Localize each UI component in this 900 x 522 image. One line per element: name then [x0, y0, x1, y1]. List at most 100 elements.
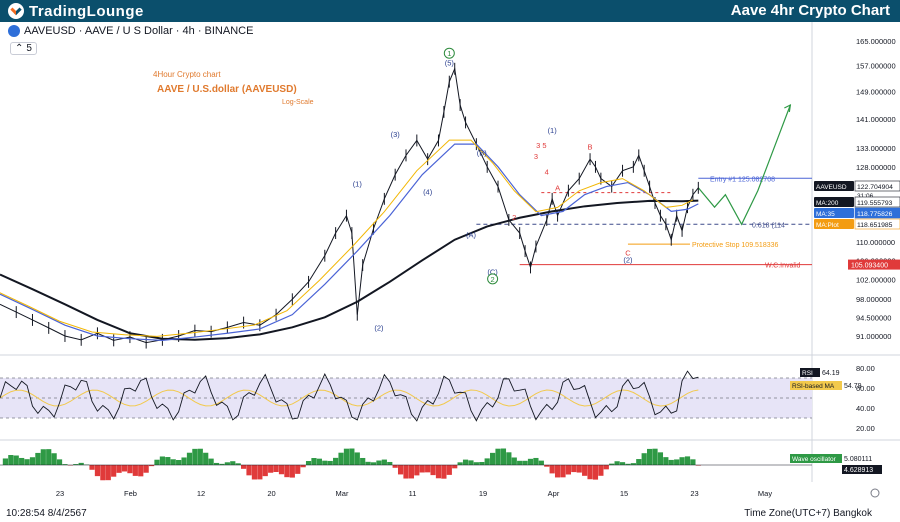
rsi-ma-tag-value: 54.79 [844, 383, 862, 390]
oscillator-bar [62, 464, 68, 465]
annotation-line1: 4Hour Crypto chart [153, 70, 221, 79]
oscillator-bar [78, 462, 84, 465]
wave-label: 4 [545, 168, 549, 177]
price-tick-label: 133.000000 [856, 144, 896, 153]
oscillator-bar [652, 448, 658, 465]
wave-label: (C) [487, 268, 498, 277]
oscillator-bar [387, 461, 393, 465]
price-tag-value-bg [854, 218, 900, 230]
oscillator-bar [230, 461, 236, 465]
oscillator-bar [414, 465, 420, 476]
wave-label-circle [487, 273, 499, 285]
oscillator-bar [213, 462, 220, 465]
oscillator-bar [268, 465, 274, 473]
oscillator-bar [560, 465, 566, 478]
oscillator-bar [203, 452, 209, 465]
annotation-line2: AAVE / U.S.dollar (AAVEUSD) [157, 84, 297, 95]
osc-tag-label: Wave oscillator [792, 456, 837, 463]
wave-label: 2 [512, 213, 516, 222]
wave-labels: 1(5)(3)(1)(4)(2)(B)(A)(C)2(1)343 5 B2C(2)… [353, 47, 633, 333]
oscillator-pane: Wave oscillator 5.080111 4.628913 [0, 448, 882, 481]
oscillator-bar [181, 457, 187, 465]
oscillator-bar [549, 465, 555, 474]
rsi-pane: 80.00 60.00 40.00 20.00 RSI 64.19 RSI-based MA… [0, 364, 875, 433]
oscillator-bar [641, 453, 647, 465]
price-tag-name: MA:35 [816, 211, 835, 218]
oscillator-bar [408, 465, 415, 479]
oscillator-bar [479, 461, 485, 465]
oscillator-bar [197, 448, 203, 465]
time-tick-label: May [758, 489, 772, 498]
wave-label: (4) [423, 188, 433, 197]
indicator-toggle[interactable]: ⌃ 5 [10, 42, 37, 55]
oscillator-bar [159, 456, 165, 465]
rsi-ma-line [0, 389, 699, 407]
oscillator-bar [19, 457, 25, 465]
time-tick-label: Mar [336, 489, 349, 498]
oscillator-bar [392, 465, 398, 468]
oscillator-bar [100, 465, 106, 481]
price-tick-label: 128.000000 [856, 163, 896, 172]
oscillator-bar [343, 448, 350, 465]
oscillator-bar [527, 458, 534, 465]
timezone[interactable]: Time Zone(UTC+7) Bangkok [744, 508, 872, 519]
price-tick-label: 91.000000 [856, 332, 891, 341]
time-tick-label: 23 [56, 489, 64, 498]
wave-label: (3) [391, 130, 401, 139]
oscillator-bar [490, 452, 496, 465]
osc-tag-bg [790, 454, 842, 463]
oscillator-bar [495, 448, 501, 465]
wave-label: C [625, 249, 631, 258]
wave-label: 2 [491, 275, 495, 284]
oscillator-bar [435, 465, 442, 479]
oscillator-bar [376, 460, 382, 465]
oscillator-bar [29, 457, 36, 465]
oscillator-bar [598, 465, 604, 476]
price-tag-name: MA:200 [816, 200, 839, 207]
oscillator-bar [316, 458, 322, 465]
oscillator-bar [609, 463, 615, 465]
price-series [0, 62, 699, 349]
oscillator-bar [224, 462, 230, 465]
oscillator-bar [554, 465, 561, 478]
oscillator-bar [576, 465, 582, 473]
oscillator-bar [690, 459, 696, 465]
chart-canvas[interactable]: 4Hour Crypto chart AAVE / U.S.dollar (AA… [0, 22, 900, 500]
price-tag-value-bg [854, 196, 900, 208]
oscillator-bar [403, 465, 409, 479]
oscillator-bar [111, 465, 117, 477]
oscillator-bar [354, 452, 360, 465]
oscillator-bar [300, 465, 306, 468]
oscillator-bar [305, 461, 312, 465]
oscillator-bar [441, 465, 447, 479]
osc-tag2-bg [842, 465, 882, 474]
osc-value1: 5.080111 [844, 456, 872, 463]
rsi-tag-label: RSI [802, 370, 813, 377]
symbol-info[interactable]: AAVEUSD · AAVE / U S Dollar · 4h · BINAN… [8, 25, 253, 37]
oscillator-bar [56, 459, 63, 465]
oscillator-bar [262, 465, 268, 477]
price-tag-value: 122.704904 [857, 184, 893, 191]
projection-arrow-icon [784, 103, 792, 113]
time-tick-label: 19 [479, 489, 487, 498]
oscillator-bar [657, 452, 664, 465]
oscillator-bar [446, 465, 452, 475]
price-tag-name: MA:Plot [816, 222, 839, 229]
price-tag-name-bg [814, 181, 854, 191]
projection-path [697, 104, 791, 226]
price-tick-label: 102.000000 [856, 275, 896, 284]
chart-annotation: 4Hour Crypto chart AAVE / U.S.dollar (AA… [153, 70, 314, 106]
symbol-icon [8, 25, 20, 37]
oscillator-bar [533, 457, 539, 465]
oscillator-bar [132, 465, 138, 476]
price-tags: AAVEUSD 122.704904 31:06 MA:200 119.555793 MA… [814, 180, 900, 270]
oscillator-bar [360, 457, 366, 465]
oscillator-bar [278, 465, 285, 475]
oscillator-bar [176, 460, 182, 465]
oscillator-bar [251, 465, 258, 480]
oscillator-bar [695, 465, 701, 466]
oscillator-bar [143, 465, 149, 473]
wave-label: (5) [445, 59, 455, 68]
oscillator-bar [457, 462, 463, 465]
oscillator-bar [679, 457, 685, 465]
